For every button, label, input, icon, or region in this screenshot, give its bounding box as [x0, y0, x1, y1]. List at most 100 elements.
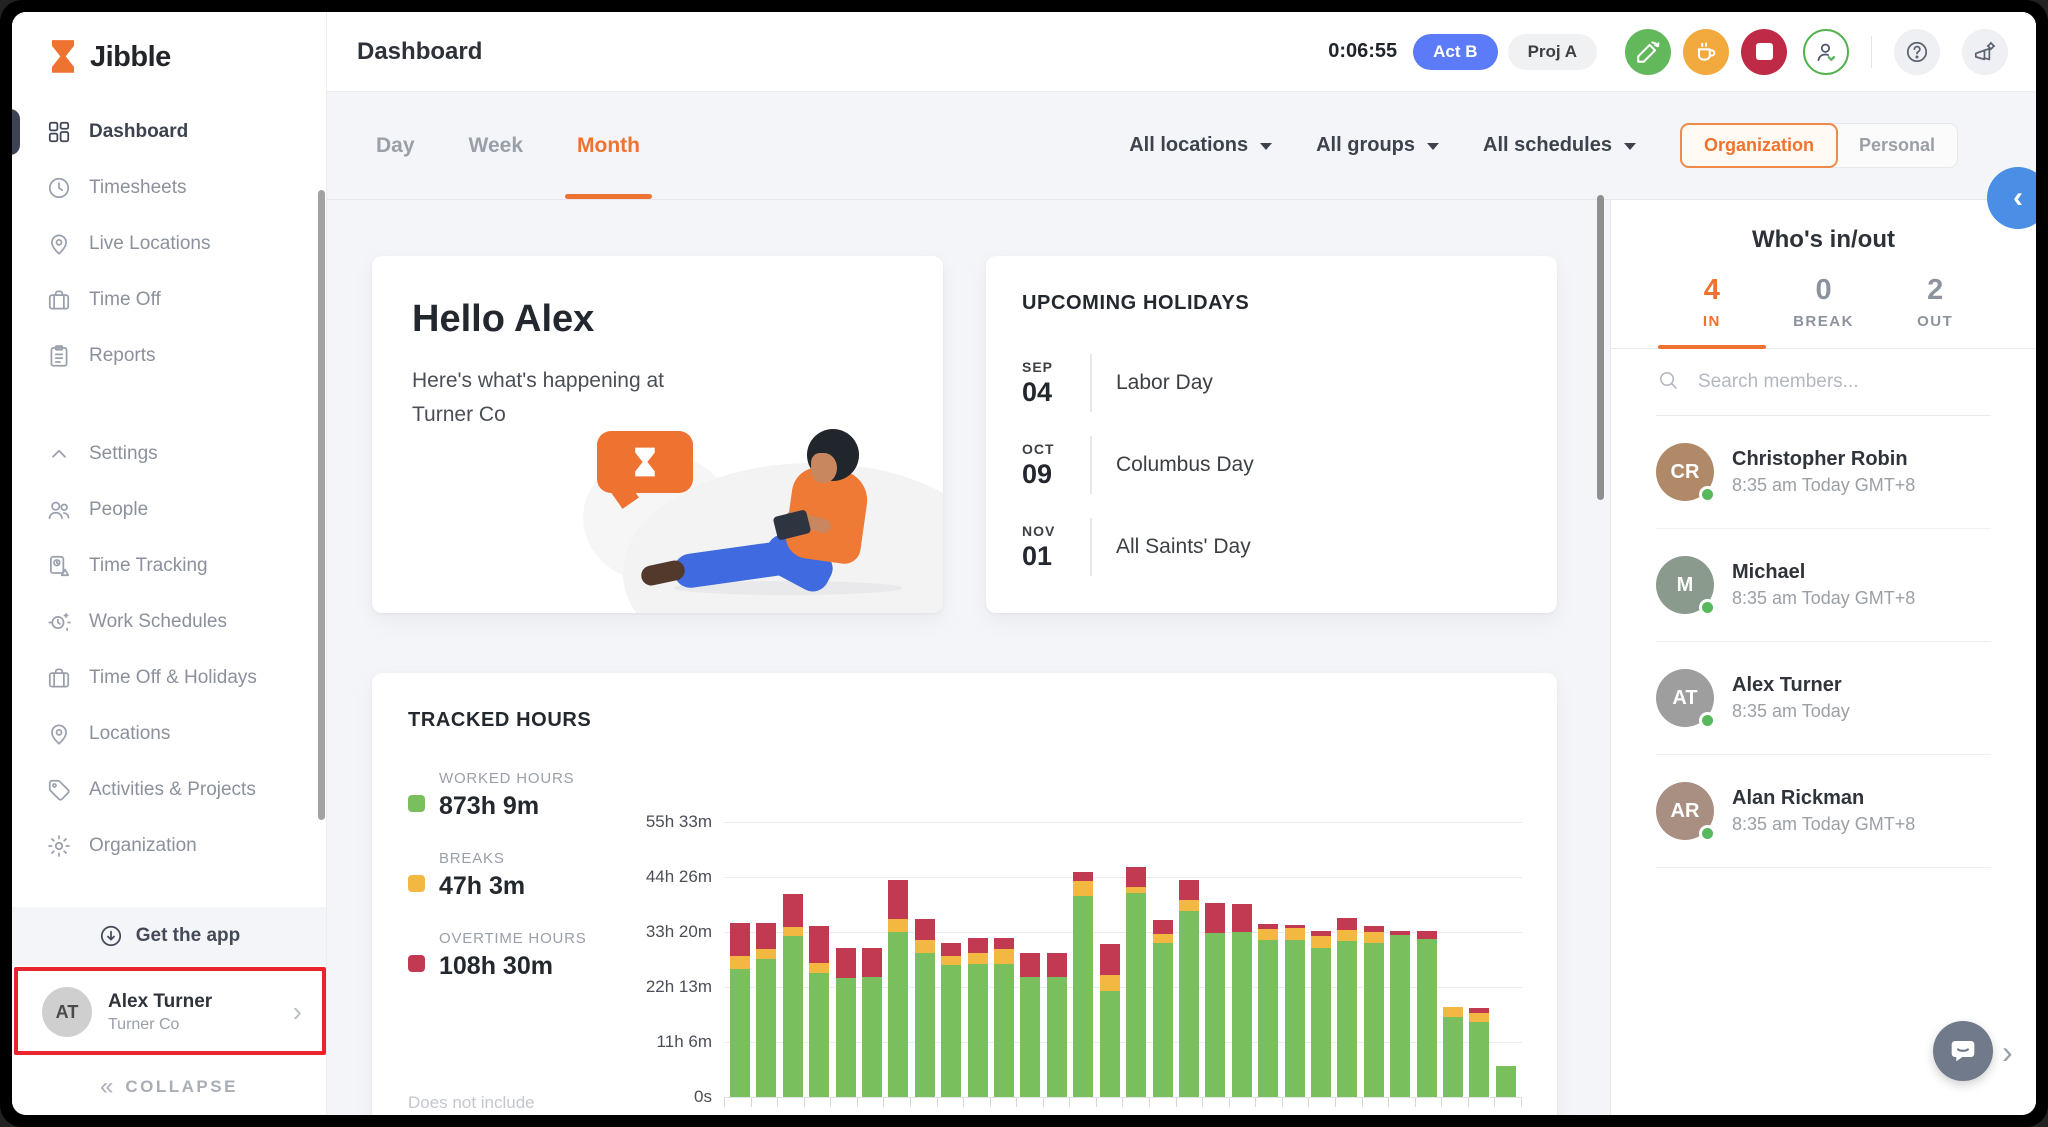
collapse-panel-button[interactable]: ‹ [1987, 167, 2036, 229]
bar-day-20 [1231, 903, 1252, 1097]
sidebar-item-work-schedules[interactable]: Work Schedules [12, 594, 326, 650]
sidebar-nav-settings-header: Settings [12, 426, 326, 482]
sidebar-item-time-tracking[interactable]: Time Tracking [12, 538, 326, 594]
sidebar-profile[interactable]: AT Alex Turner Turner Co › [12, 970, 326, 1054]
topbar: Dashboard 0:06:55 Act B Proj A [327, 12, 2036, 92]
sidebar-item-locations[interactable]: Locations [12, 706, 326, 762]
groups-filter[interactable]: All groups [1316, 134, 1439, 157]
member-row-christopher-robin[interactable]: CR Christopher Robin 8:35 am Today GMT+8 [1656, 416, 1991, 529]
tab-month[interactable]: Month [565, 92, 652, 199]
bar-day-14 [1073, 872, 1094, 1097]
stat-count: 4 [1703, 274, 1720, 306]
sidebar-item-time-off-and-holidays[interactable]: Time Off & Holidays [12, 650, 326, 706]
announcements-button[interactable] [1962, 28, 2008, 75]
worked-hours-segment [1442, 1017, 1463, 1097]
tab-day[interactable]: Day [376, 133, 415, 157]
worked-hours-segment [1231, 931, 1252, 1097]
stop-button[interactable] [1741, 28, 1787, 75]
bar-day-10 [967, 938, 988, 1097]
overtime-hours-segment [1469, 1008, 1490, 1014]
project-badge[interactable]: Proj A [1507, 33, 1597, 70]
get-the-app-button[interactable]: Get the app [12, 907, 326, 965]
avatar: M [1656, 556, 1716, 616]
profile-company: Turner Co [108, 1015, 180, 1033]
sidebar-item-settings[interactable]: Settings [12, 426, 326, 482]
chevron-left-icon: ‹ [2013, 181, 2023, 214]
sidebar-item-people[interactable]: People [12, 482, 326, 538]
tab-week[interactable]: Week [468, 133, 524, 157]
sidebar-item-live-locations[interactable]: Live Locations [12, 216, 326, 272]
status-dot [1699, 486, 1716, 503]
schedules-filter[interactable]: All schedules [1483, 134, 1636, 157]
sidebar-item-activities-and-projects[interactable]: Activities & Projects [12, 762, 326, 818]
breaks-segment [1284, 927, 1305, 940]
breaks-segment [941, 956, 962, 966]
hello-subtitle: Here's what's happening at Turner Co [412, 369, 665, 426]
overtime-hours-segment [941, 942, 962, 957]
toggle-organization[interactable]: Organization [1679, 123, 1838, 168]
overtime-hours-segment [1126, 866, 1147, 888]
sidebar-item-organization[interactable]: Organization [12, 818, 326, 874]
sidebar-item-timesheets[interactable]: Timesheets [12, 160, 326, 216]
brand-logo[interactable]: Jibble [12, 12, 326, 76]
time-tracking-icon [46, 553, 72, 579]
gridline [724, 1042, 1522, 1043]
member-row-alan-rickman[interactable]: AR Alan Rickman 8:35 am Today GMT+8 [1656, 755, 1991, 868]
main-scrollbar[interactable] [1597, 195, 1604, 500]
worked-hours-segment [1310, 948, 1331, 1097]
sidebar-scrollbar[interactable] [318, 190, 325, 820]
legend-item-overtime-hours: OVERTIME HOURS 108h 30m [408, 929, 658, 981]
breaks-segment [1442, 1007, 1463, 1018]
member-row-alex-turner[interactable]: AT Alex Turner 8:35 am Today [1656, 642, 1991, 755]
chat-chevron-icon[interactable]: › [2002, 1034, 2013, 1070]
activity-badge[interactable]: Act B [1413, 33, 1498, 70]
overtime-hours-segment [1337, 918, 1358, 931]
stat-out[interactable]: 2 OUT [1879, 274, 1991, 348]
breaks-segment [1152, 934, 1173, 943]
bar-day-21 [1258, 923, 1279, 1097]
holiday-date: OCT 09 [1022, 440, 1055, 489]
avatar: CR [1656, 443, 1716, 503]
bar-day-13 [1046, 953, 1067, 1097]
collapse-sidebar-button[interactable]: « COLLAPSE [12, 1060, 326, 1114]
briefcase-icon [46, 665, 72, 691]
bar-day-9 [941, 942, 962, 1097]
legend-swatch [408, 875, 425, 892]
worked-hours-segment [862, 976, 883, 1097]
holiday-name: All Saints' Day [1116, 535, 1251, 558]
help-button[interactable] [1894, 28, 1940, 75]
sidebar-item-reports[interactable]: Reports [12, 328, 326, 384]
stat-label: OUT [1917, 313, 1954, 330]
locations-filter[interactable]: All locations [1129, 134, 1273, 157]
search-members-input[interactable] [1696, 370, 1991, 394]
live-timer: 0:06:55 [1328, 40, 1398, 62]
toggle-personal[interactable]: Personal [1858, 135, 1935, 155]
collapse-label: COLLAPSE [125, 1077, 238, 1096]
filters: All locations All groups All schedules [1129, 134, 1636, 157]
status-dot [1699, 712, 1716, 729]
worked-hours-segment [1126, 892, 1147, 1097]
whos-inout-panel: Who's in/out 4 IN 0 BREAK 2 OUT CR Christopher… [1610, 200, 2036, 1115]
sidebar-item-dashboard[interactable]: Dashboard [12, 104, 326, 160]
breaks-segment [1469, 1013, 1490, 1023]
breaks-segment [1363, 931, 1384, 943]
main-content: Hello Alex Here's what's happening at Tu… [327, 200, 1610, 1115]
worked-hours-segment [941, 965, 962, 1097]
break-button[interactable] [1683, 28, 1729, 75]
clock-in-status-button[interactable] [1803, 28, 1849, 75]
holidays-title: UPCOMING HOLIDAYS [1022, 292, 1250, 314]
stat-break[interactable]: 0 BREAK [1768, 274, 1880, 348]
sidebar-item-label: Time Off & Holidays [89, 667, 257, 688]
y-axis-tick-label: 0s [694, 1087, 712, 1106]
briefcase-icon [46, 287, 72, 313]
switch-activity-button[interactable] [1625, 28, 1671, 75]
worked-hours-segment [1495, 1066, 1516, 1097]
chat-button[interactable] [1933, 1021, 1993, 1081]
sidebar-item-time-off[interactable]: Time Off [12, 272, 326, 328]
schedules-filter-label: All schedules [1483, 134, 1612, 156]
stat-in[interactable]: 4 IN [1656, 274, 1768, 349]
breaks-segment [756, 949, 777, 960]
topbar-divider [1871, 35, 1872, 68]
member-row-michael[interactable]: M Michael 8:35 am Today GMT+8 [1656, 529, 1991, 642]
hello-title: Hello Alex [412, 298, 595, 340]
